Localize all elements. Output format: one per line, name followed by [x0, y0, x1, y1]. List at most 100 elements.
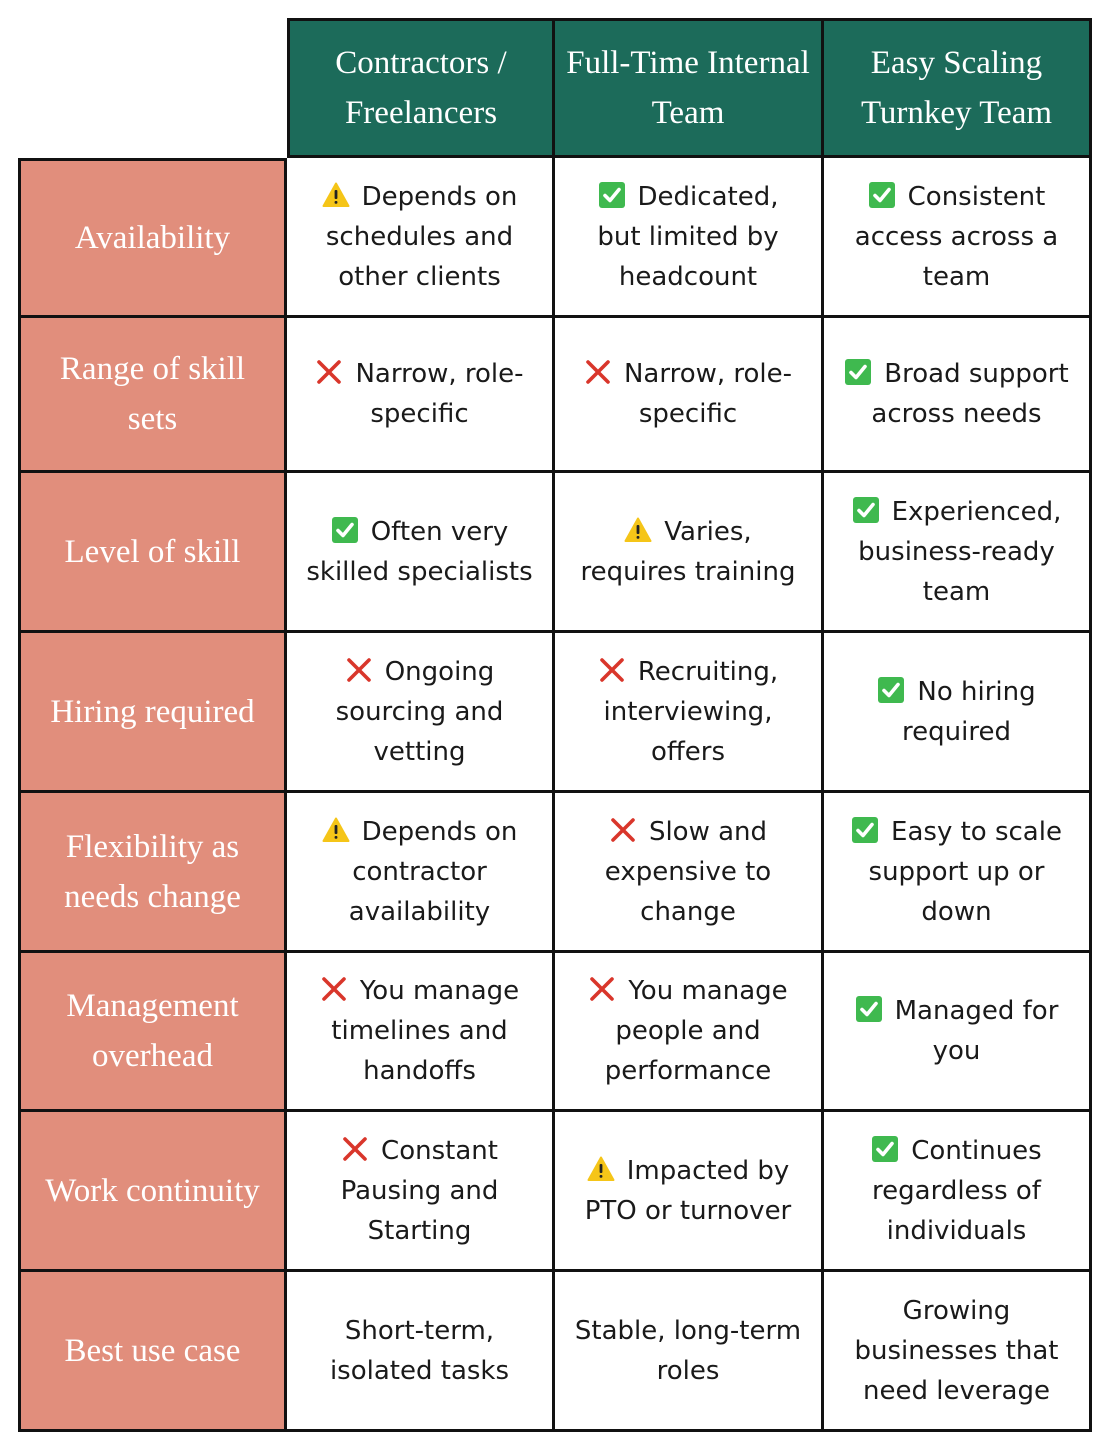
cell-text: Continues regardless of individuals	[872, 1135, 1042, 1246]
column-header-contractors-freelancers: Contractors / Freelancers	[287, 18, 555, 158]
cell-text: Impacted by PTO or turnover	[584, 1155, 792, 1226]
table-cell: Constant Pausing and Starting	[287, 1112, 555, 1272]
cell-text: Often very skilled specialists	[306, 516, 533, 587]
cell-content: Depends on contractor availability	[305, 812, 534, 932]
cell-text: Stable, long-term roles	[574, 1315, 802, 1386]
row-label-management-overhead: Management overhead	[18, 953, 287, 1112]
cell-text: Managed for you	[894, 996, 1059, 1066]
cross-icon	[345, 656, 373, 684]
check-icon	[598, 181, 626, 209]
cell-text: You manage timelines and handoffs	[331, 976, 520, 1086]
table-cell: Recruiting, interviewing, offers	[555, 633, 824, 793]
cell-content: Consistent access across a team	[842, 177, 1071, 297]
cell-text: Ongoing sourcing and vetting	[335, 656, 504, 767]
cell-text: Recruiting, interviewing, offers	[603, 656, 779, 767]
table-cell: Narrow, role-specific	[287, 318, 555, 473]
warning-icon	[624, 516, 652, 544]
cell-content: Experienced, business-ready team	[842, 492, 1071, 612]
table-cell: Growing businesses that need leverage	[824, 1272, 1092, 1432]
cell-content: Short-term, isolated tasks	[305, 1311, 534, 1391]
cell-text: Varies, requires training	[580, 516, 796, 587]
check-icon	[877, 676, 905, 704]
check-icon	[852, 496, 880, 524]
cell-text: Depends on contractor availability	[348, 816, 518, 927]
table-corner	[18, 18, 287, 158]
cell-text: Broad support across needs	[871, 359, 1069, 429]
comparison-table: Contractors / Freelancers Full-Time Inter…	[18, 18, 1092, 1432]
cell-content: Stable, long-term roles	[573, 1311, 803, 1391]
cell-text: Dedicated, but limited by headcount	[597, 181, 779, 292]
cross-icon	[609, 816, 637, 844]
row-label-best-use-case: Best use case	[18, 1272, 287, 1432]
row-label-work-continuity: Work continuity	[18, 1112, 287, 1272]
cell-content: Often very skilled specialists	[305, 512, 534, 592]
row-label-range-of-skill-sets: Range of skill sets	[18, 318, 287, 473]
cell-content: Impacted by PTO or turnover	[573, 1151, 803, 1231]
warning-icon	[322, 816, 350, 844]
table-cell: Short-term, isolated tasks	[287, 1272, 555, 1432]
cell-text: Consistent access across a team	[854, 181, 1059, 292]
cell-text: Narrow, role-specific	[623, 359, 793, 429]
cell-content: Constant Pausing and Starting	[305, 1131, 534, 1251]
table-cell: Stable, long-term roles	[555, 1272, 824, 1432]
cell-text: Constant Pausing and Starting	[340, 1135, 499, 1246]
table-cell: Impacted by PTO or turnover	[555, 1112, 824, 1272]
row-label-flexibility-as-needs-change: Flexibility as needs change	[18, 793, 287, 953]
cell-content: Dedicated, but limited by headcount	[573, 177, 803, 297]
table-cell: Dedicated, but limited by headcount	[555, 158, 824, 318]
row-label-level-of-skill: Level of skill	[18, 473, 287, 633]
table-cell: Slow and expensive to change	[555, 793, 824, 953]
cross-icon	[320, 975, 348, 1003]
cell-content: Narrow, role-specific	[573, 354, 803, 434]
check-icon	[868, 181, 896, 209]
cell-content: Depends on schedules and other clients	[305, 177, 534, 297]
cell-content: Managed for you	[842, 991, 1071, 1071]
table-cell: Managed for you	[824, 953, 1092, 1112]
cross-icon	[598, 656, 626, 684]
table-cell: Ongoing sourcing and vetting	[287, 633, 555, 793]
cell-content: Recruiting, interviewing, offers	[573, 652, 803, 772]
table-cell: Experienced, business-ready team	[824, 473, 1092, 633]
cell-text: No hiring required	[902, 676, 1036, 747]
column-header-easy-scaling-turnkey-team: Easy Scaling Turnkey Team	[824, 18, 1092, 158]
check-icon	[851, 816, 879, 844]
table-cell: Depends on schedules and other clients	[287, 158, 555, 318]
table-cell: Depends on contractor availability	[287, 793, 555, 953]
cross-icon	[588, 975, 616, 1003]
table-cell: Often very skilled specialists	[287, 473, 555, 633]
check-icon	[844, 358, 872, 386]
column-header-full-time-internal-team: Full-Time Internal Team	[555, 18, 824, 158]
table-cell: You manage people and performance	[555, 953, 824, 1112]
cell-text: Narrow, role-specific	[355, 359, 524, 429]
cell-content: No hiring required	[842, 672, 1071, 752]
table-cell: No hiring required	[824, 633, 1092, 793]
cross-icon	[315, 358, 343, 386]
cross-icon	[584, 358, 612, 386]
table-cell: You manage timelines and handoffs	[287, 953, 555, 1112]
cell-text: You manage people and performance	[604, 976, 788, 1086]
cell-content: Narrow, role-specific	[305, 354, 534, 434]
table-cell: Narrow, role-specific	[555, 318, 824, 473]
row-label-hiring-required: Hiring required	[18, 633, 287, 793]
check-icon	[331, 516, 359, 544]
cell-text: Short-term, isolated tasks	[329, 1315, 510, 1386]
warning-icon	[322, 181, 350, 209]
cell-content: Easy to scale support up or down	[842, 812, 1071, 932]
cell-text: Experienced, business-ready team	[858, 496, 1062, 607]
cross-icon	[341, 1135, 369, 1163]
cell-content: You manage timelines and handoffs	[305, 971, 534, 1091]
cell-content: Ongoing sourcing and vetting	[305, 652, 534, 772]
table-cell: Consistent access across a team	[824, 158, 1092, 318]
table-cell: Continues regardless of individuals	[824, 1112, 1092, 1272]
cell-text: Depends on schedules and other clients	[325, 181, 518, 292]
cell-content: Varies, requires training	[573, 512, 803, 592]
row-label-availability: Availability	[18, 158, 287, 318]
check-icon	[855, 995, 883, 1023]
cell-text: Slow and expensive to change	[604, 816, 772, 927]
cell-content: Slow and expensive to change	[573, 812, 803, 932]
check-icon	[871, 1135, 899, 1163]
cell-content: Growing businesses that need leverage	[842, 1291, 1071, 1411]
warning-icon	[587, 1155, 615, 1183]
table-cell: Varies, requires training	[555, 473, 824, 633]
cell-text: Easy to scale support up or down	[868, 816, 1062, 927]
